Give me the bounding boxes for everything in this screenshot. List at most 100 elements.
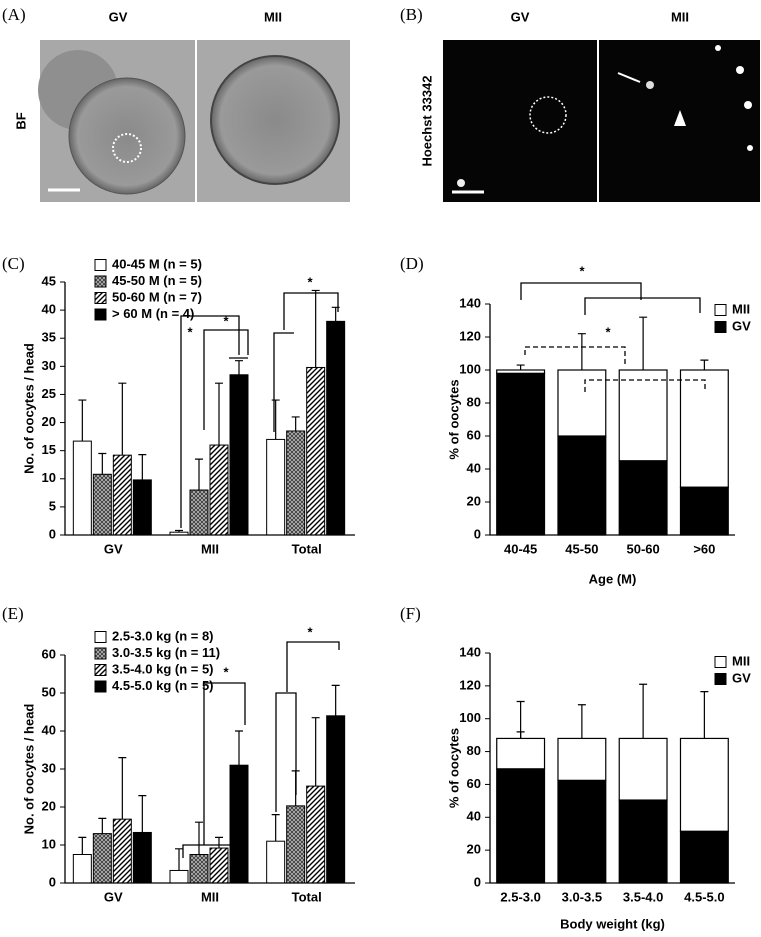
bar-segment [618,369,668,462]
legend-label: 45-50 M (n = 5) [112,273,202,288]
legend-label: GV [732,318,751,333]
y-tick-label: 100 [459,710,481,725]
y-tick-label: 40 [42,302,56,317]
axes [489,304,735,536]
nucleus [744,101,752,109]
error-bar [138,454,147,480]
error-bar [78,836,87,855]
panel-label: (D) [400,254,424,273]
bar-segment [618,737,668,801]
y-tick-label: 140 [459,644,481,659]
y-axis-label: No. of oocytes / head [21,704,36,835]
error-bar [235,360,243,375]
significance-bracket [180,315,240,528]
legend-swatch [94,647,107,660]
error-bar [138,795,147,833]
legend-label: 2.5-3.0 kg (n = 8) [112,628,214,643]
y-tick-label: 120 [459,677,481,692]
legend-label: > 60 M (n = 4) [112,306,194,321]
legend-label: 3.5-4.0 kg (n = 5) [112,661,214,676]
error-bar [700,691,709,739]
error-bar [577,333,586,370]
y-axis-label: No. of oocytes / head [21,343,36,474]
polar-body [646,81,654,89]
axes [64,282,355,536]
bar [326,715,346,884]
error-bar [639,683,648,739]
bar-segment [496,369,546,374]
x-tick-label: >60 [693,541,715,556]
x-tick-label: 45-50 [565,541,598,556]
significance-bracket [203,682,246,845]
significance-bracket [524,346,626,365]
y-tick-label: 60 [467,427,481,442]
bar [169,869,189,884]
y-tick-label: 10 [42,470,56,485]
gv-circle [112,133,142,163]
error-bar [577,704,586,739]
bar-segment [557,369,607,437]
bar-segment [679,486,729,536]
significance-bracket [275,692,297,812]
bar [286,805,306,884]
bar-segment [679,737,729,832]
bar [266,438,286,536]
bar [209,444,229,536]
significance-bracket [584,297,701,315]
column-title: MII [264,9,282,24]
bar-segment [496,737,546,770]
error-bar [639,316,648,370]
oocyte [68,77,186,195]
x-tick-label: 3.0-3.5 [562,889,602,904]
column-title: MII [671,9,689,24]
panel-label: (A) [2,5,26,24]
y-tick-label: 45 [42,273,56,288]
y-axis-label: % of oocytes [446,728,461,808]
y-tick-label: 40 [467,460,481,475]
legend-swatch [714,673,727,685]
y-tick-label: 20 [467,493,481,508]
error-bar [700,359,709,370]
error-bar [235,730,243,766]
y-tick-label: 35 [42,330,56,345]
significance-bracket [584,379,706,392]
significance-bracket [286,641,340,692]
significance-bracket [273,332,294,432]
bar [72,854,92,884]
column-title: GV [109,9,128,24]
bar [286,430,306,536]
axes [489,653,735,884]
bar [229,764,249,884]
x-tick-label: MII [201,541,219,556]
error-bar [331,684,340,716]
error-bar [271,814,280,842]
annotation: * [223,664,229,679]
oocyte [210,55,340,185]
y-tick-label: 0 [49,526,56,541]
error-bar [215,382,223,446]
y-tick-label: 25 [42,386,56,401]
y-tick-label: 20 [42,798,56,813]
legend-label: GV [732,670,751,685]
bar-segment [496,768,546,884]
legend-label: MII [732,301,750,316]
bar-segment [557,737,607,781]
annotation: * [223,313,229,328]
annotation: * [579,263,585,278]
x-axis-label: Body weight (kg) [560,916,665,931]
y-tick-label: 15 [42,442,56,457]
bar-segment [679,830,729,884]
y-tick-label: 40 [467,809,481,824]
arrow [617,72,641,83]
legend-label: 40-45 M (n = 5) [112,256,202,271]
legend-swatch [714,304,727,316]
x-tick-label: Total [292,889,322,904]
error-bar [175,529,183,533]
panel-label: (E) [2,604,24,623]
y-tick-label: 100 [459,361,481,376]
bar-segment [496,372,546,536]
bar [189,489,209,536]
panel-label: (C) [2,254,25,273]
